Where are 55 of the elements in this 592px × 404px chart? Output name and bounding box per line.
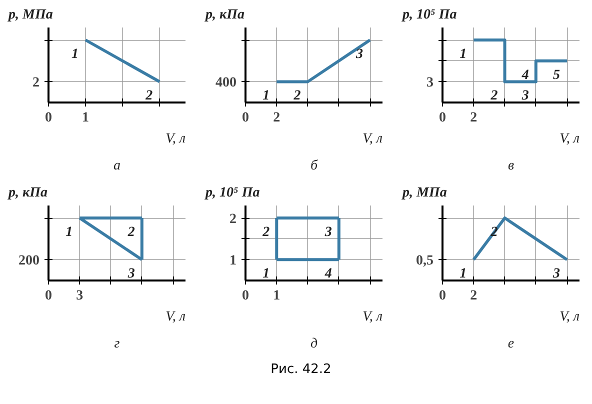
annotation: 3 [520, 88, 529, 104]
annotation: 3 [552, 266, 560, 282]
text: 3 [426, 76, 434, 91]
text: 2 [32, 76, 40, 91]
text: е [508, 336, 514, 352]
annotation: 4 [520, 68, 529, 83]
y-axis-title: p, кПа [8, 186, 48, 200]
x-tick-label: 2 [470, 288, 478, 304]
x-tick-label: 0 [439, 110, 446, 126]
x-tick-label: 0 [242, 110, 249, 126]
text: Рис. 42.2 [270, 361, 332, 379]
y-axis-title: p, 10⁵ Па [402, 8, 457, 22]
x-tick-label: 3 [76, 288, 84, 304]
text: а [114, 158, 120, 174]
text: в [508, 158, 514, 174]
text: 400 [216, 76, 236, 91]
x-tick-label: 0 [45, 110, 52, 126]
annotation: 1 [262, 266, 270, 282]
annotation: 1 [460, 266, 467, 282]
x-axis-title: V, л [362, 132, 383, 146]
annotation: 2 [292, 88, 301, 104]
text: д [310, 336, 318, 352]
annotation: 1 [262, 88, 270, 104]
x-tick-label: 2 [273, 110, 280, 126]
x-axis-title: V, л [560, 310, 580, 324]
annotation: 2 [144, 88, 153, 104]
annotation: 1 [460, 47, 467, 62]
x-tick-label: 1 [273, 288, 280, 304]
text: 0,5 [416, 254, 434, 269]
x-axis-title: V, л [362, 310, 383, 324]
annotation: 1 [72, 47, 79, 62]
text: г [114, 336, 120, 352]
annotation: 5 [553, 68, 560, 83]
annotation: 2 [490, 88, 498, 104]
text: б [310, 158, 318, 174]
y-axis-title: p, кПа [204, 8, 244, 22]
x-tick-label: 2 [470, 110, 478, 126]
annotation: 4 [324, 266, 332, 282]
annotation: 1 [66, 225, 73, 240]
x-axis-title: V, л [166, 310, 186, 324]
annotation: 2 [262, 225, 270, 240]
x-axis-title: V, л [166, 132, 186, 146]
annotation: 3 [126, 266, 135, 282]
text: 200 [18, 254, 40, 269]
y-axis-title: p, 10⁵ Па [204, 186, 260, 200]
y-axis-title: p, МПа [8, 8, 53, 22]
annotation: 3 [355, 47, 364, 62]
x-axis-title: V, л [560, 132, 580, 146]
x-tick-label: 0 [45, 288, 52, 304]
x-tick-label: 1 [82, 110, 90, 126]
annotation: 3 [324, 225, 332, 240]
x-tick-label: 0 [242, 288, 249, 304]
x-tick-label: 0 [439, 288, 446, 304]
annotation: 2 [126, 225, 135, 240]
y-axis-title: p, МПа [402, 186, 447, 200]
